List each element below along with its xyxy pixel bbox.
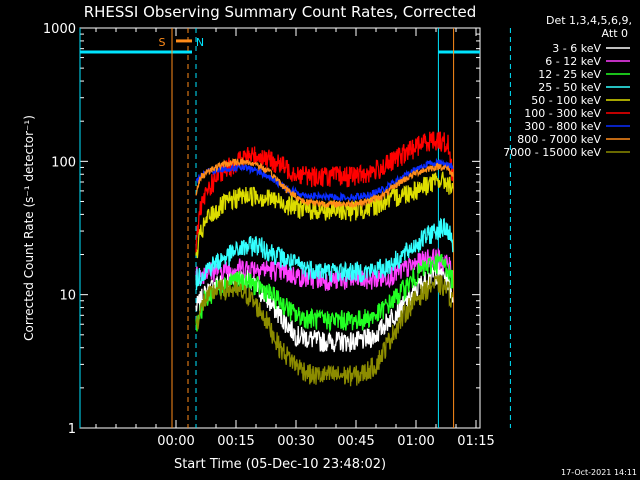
legend-entry-label: 100 - 300 keV [524,107,601,120]
y-tick-label: 100 [51,155,76,170]
legend-entry-label: 6 - 12 keV [545,55,601,68]
x-tick-label: 00:00 [157,434,194,449]
legend-entry-label: 25 - 50 keV [538,81,601,94]
legend-header-line-1: Det 1,3,4,5,6,9, [546,14,632,27]
marker-label-n: N [196,36,204,49]
x-axis-label: Start Time (05-Dec-10 23:48:02) [174,457,386,472]
y-tick-label: 1 [68,422,76,437]
legend-entry-label: 800 - 7000 keV [517,133,601,146]
series-line-3 [195,217,454,291]
x-tick-label: 01:00 [397,434,434,449]
legend-entry-label: 12 - 25 keV [538,68,601,81]
series-line-5 [195,131,454,253]
plot-frame [79,27,481,429]
chart-title: RHESSI Observing Summary Count Rates, Co… [84,3,477,21]
legend-entry-label: 300 - 800 keV [524,120,601,133]
legend-header-line-2: Att 0 [602,27,628,40]
y-axis-label: Corrected Count Rate (s⁻¹ detector⁻¹) [22,115,36,341]
legend-entry-label: 3 - 6 keV [552,42,601,55]
x-tick-label: 01:15 [457,434,494,449]
series-line-1 [195,247,454,291]
series-line-8 [195,274,454,387]
series-line-4 [195,171,454,259]
y-tick-label: 1000 [43,22,76,37]
y-tick-label: 10 [59,289,76,304]
legend-entry-label: 7000 - 15000 keV [503,146,601,159]
series-line-2 [195,253,454,333]
legend-entry-label: 50 - 100 keV [531,94,601,107]
marker-label-s: S [159,36,166,49]
footer-date: 17-Oct-2021 14:11 [561,468,637,477]
x-tick-label: 00:15 [217,434,254,449]
x-tick-label: 00:30 [277,434,314,449]
x-tick-label: 00:45 [337,434,374,449]
series-line-7 [195,156,454,209]
